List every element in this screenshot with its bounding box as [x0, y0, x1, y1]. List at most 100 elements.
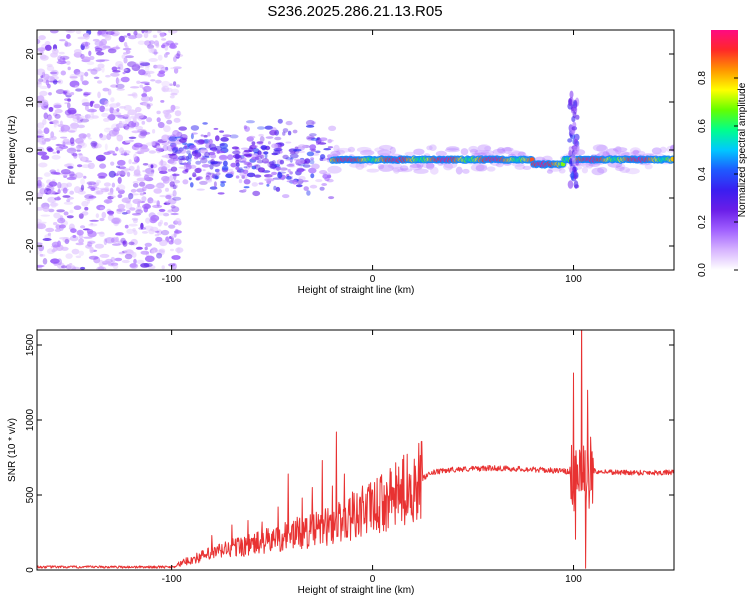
spectrogram-blob-1135	[242, 188, 247, 192]
spectrogram-blob-1022	[169, 181, 175, 187]
spectrogram-blob-882	[175, 132, 181, 138]
spectrogram-blob-65	[123, 168, 131, 171]
spectrogram-blob-1163	[172, 155, 179, 159]
spectrogram-blob-215	[83, 175, 87, 179]
spectrogram-blob-1074	[289, 157, 293, 163]
spectrogram-blob-607	[150, 164, 154, 169]
spectrogram-blob-1161	[172, 152, 177, 156]
spectrogram-blob-401	[46, 248, 55, 255]
spectrogram-blob-320	[66, 176, 77, 181]
spectrogram-blob-609	[144, 65, 150, 73]
spectrogram-blob-744	[125, 126, 130, 131]
spectrogram-blob-580	[80, 184, 85, 191]
spectrogram-blob-1371	[336, 147, 352, 153]
spectrogram-blob-823	[148, 150, 156, 154]
spectrogram-blob-379	[137, 40, 146, 45]
spectrogram-blob-807	[176, 50, 181, 57]
spectrogram-blob-1339	[546, 169, 553, 174]
spectrogram-blob-1207	[212, 174, 220, 180]
spectrogram-blob-290	[156, 249, 165, 256]
spectrogram-blob-179	[163, 212, 170, 217]
spectrogram-blob-842	[154, 185, 165, 188]
spectrogram-blob-404	[123, 104, 132, 111]
spectrogram-blob-1212	[245, 161, 252, 165]
spectrogram-blob-150	[56, 209, 65, 213]
spectrogram-blob-859	[78, 133, 87, 139]
spectrogram-blob-274	[155, 64, 165, 69]
spectrogram-blob-772	[37, 47, 46, 52]
spectrogram-blob-718	[137, 129, 147, 133]
spectrogram-blob-844	[124, 197, 129, 204]
spectrogram-blob-816	[170, 104, 176, 111]
spectrogram-blob-1326	[474, 150, 490, 155]
snr-ytick-label-3: 1500	[25, 333, 36, 356]
spectrogram-blob-640	[60, 136, 68, 139]
spectrogram-blob-895	[60, 124, 71, 132]
spectrogram-blob-267	[77, 124, 85, 129]
spectrogram-blob-735	[136, 146, 142, 153]
spectrogram-blob-1068	[251, 156, 260, 161]
spectrogram-blob-843	[130, 62, 139, 69]
spectrogram-blob-1100	[243, 186, 250, 189]
spectrogram-blob-832	[112, 243, 121, 246]
spectrogram-blob-1379	[349, 162, 361, 168]
spectrogram-blob-971	[210, 153, 217, 159]
spectrogram-blob-1327	[443, 162, 453, 171]
spectrogram-blob-313	[163, 202, 171, 205]
spectrogram-blob-629	[170, 212, 179, 216]
spectrogram-blob-151	[73, 68, 81, 75]
spectrogram-blob-128	[158, 248, 166, 253]
spectrogram-blob-1179	[286, 176, 292, 180]
spectrogram-blob-564	[148, 40, 155, 45]
spectrogram-blob-686	[42, 73, 50, 80]
spectrogram-blob-1075	[244, 126, 251, 132]
spectrogram-blob-156	[63, 201, 74, 205]
spectrogram-blob-748	[120, 169, 128, 176]
spectrogram-blob-1431	[413, 168, 429, 174]
spectrogram-blob-1274	[195, 167, 202, 173]
spectrogram-blob-554	[84, 91, 92, 95]
spectrogram-blob-421	[119, 147, 124, 154]
spectrogram-blob-586	[140, 62, 150, 67]
spectrogram-blob-1102	[306, 190, 311, 196]
spectrogram-blob-890	[133, 142, 143, 148]
spectrogram-blob-669	[64, 238, 70, 245]
spectrogram-blob-563	[136, 259, 145, 265]
spectrogram-blob-234	[165, 195, 172, 200]
spectrogram-blob-356	[50, 75, 59, 80]
spectrogram-blob-1244	[285, 158, 294, 162]
spectrogram-blob-1143	[235, 153, 240, 160]
spectrogram-blob-617	[116, 208, 126, 212]
spectrogram-blob-349	[77, 120, 83, 124]
spectrogram-blob-440	[103, 127, 111, 133]
spectrogram-blob-1352	[455, 166, 463, 175]
spectrogram-blob-376	[129, 207, 136, 211]
spectrogram-blob-916	[186, 150, 191, 155]
spectrogram-blob-244	[150, 169, 155, 175]
colorbar-ticks: 0.0 0.2 0.4 0.6 0.8	[697, 71, 738, 277]
spectrogram-blob-962	[303, 186, 309, 192]
spectrogram-blob-1200	[185, 164, 192, 170]
spectrogram-blob-104	[128, 223, 138, 227]
spectrogram-blob-1190	[197, 176, 203, 180]
spectrogram-blob-299	[90, 222, 94, 226]
spectrogram-blob-1097	[207, 131, 211, 137]
spectrogram-blob-810	[141, 231, 149, 234]
spectrogram-blob-136	[71, 266, 82, 270]
spectrogram-blob-788	[95, 213, 100, 219]
spectrogram-blob-1062	[247, 162, 253, 168]
spectrogram-blob-1257	[311, 149, 316, 153]
colorbar-tick-label-0: 0.0	[697, 263, 708, 277]
spectrogram-blob-557	[161, 44, 166, 49]
spectrogram-blob-1315	[514, 164, 526, 170]
spectrogram-blob-854	[77, 142, 87, 149]
spectrogram-blob-874	[129, 115, 139, 120]
spectrogram-blob-485	[148, 229, 155, 235]
spectrogram-blob-1066	[298, 175, 306, 182]
spectrogram-blob-753	[161, 155, 171, 158]
spectrogram-blob-1284	[612, 147, 628, 152]
spectrogram-blob-1417	[477, 144, 491, 152]
spectrogram-blob-119	[62, 57, 66, 62]
spectrogram-blob-1160	[211, 174, 218, 179]
spectrogram-blob-889	[161, 166, 168, 172]
